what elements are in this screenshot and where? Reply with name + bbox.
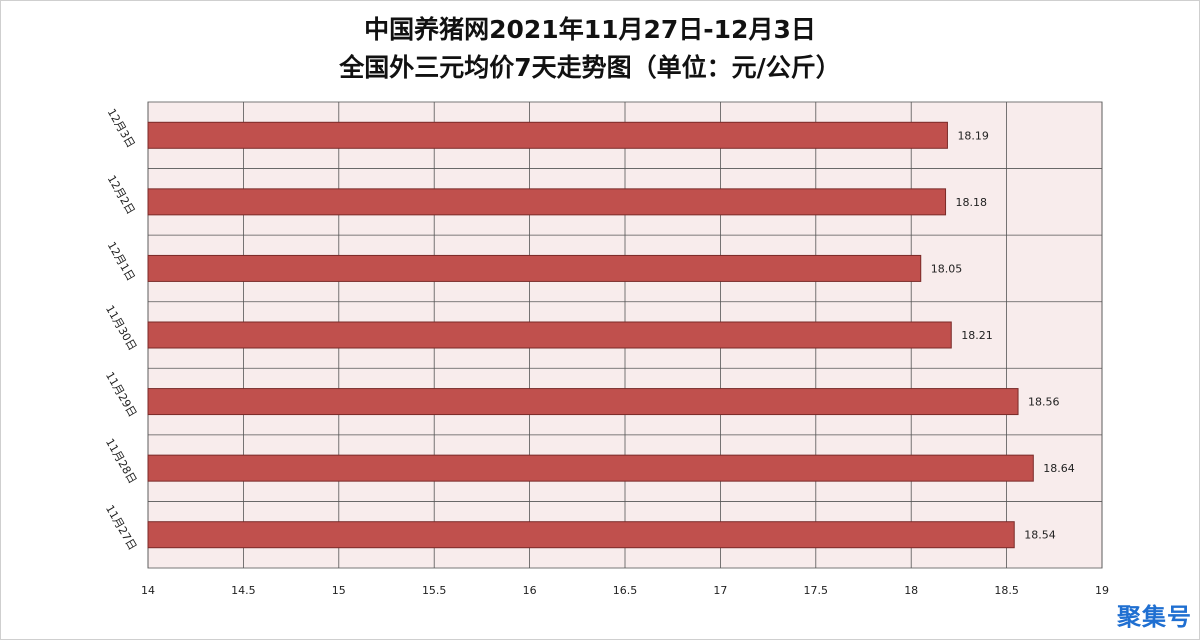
x-tick-label: 16.5 <box>613 584 638 597</box>
x-tick-label: 15.5 <box>422 584 447 597</box>
category-label: 11月28日 <box>103 436 139 486</box>
bar <box>147 454 1034 482</box>
x-tick-label: 14.5 <box>231 584 256 597</box>
bar <box>147 321 952 349</box>
x-tick-label: 17.5 <box>804 584 829 597</box>
bar <box>147 188 947 216</box>
bar-value-label: 18.21 <box>961 329 993 342</box>
bar-value-label: 18.54 <box>1024 529 1056 542</box>
bar-value-label: 18.18 <box>956 196 988 209</box>
bar-value-label: 18.19 <box>957 129 989 142</box>
x-tick-label: 18.5 <box>994 584 1019 597</box>
bar <box>147 254 922 282</box>
category-label: 11月30日 <box>103 303 139 353</box>
bar-value-label: 18.05 <box>931 262 963 275</box>
x-tick-label: 15 <box>332 584 346 597</box>
category-label: 12月1日 <box>105 240 138 284</box>
x-tick-label: 18 <box>904 584 918 597</box>
bar <box>147 521 1015 549</box>
bar <box>147 121 948 149</box>
category-label: 11月27日 <box>103 503 139 553</box>
x-tick-label: 14 <box>141 584 155 597</box>
x-tick-label: 17 <box>713 584 727 597</box>
bar-value-label: 18.64 <box>1043 462 1075 475</box>
chart-subtitle: 全国外三元均价7天走势图（单位：元/公斤） <box>339 53 841 82</box>
chart-title: 中国养猪网2021年11月27日-12月3日 <box>364 15 816 44</box>
category-label: 12月2日 <box>105 173 138 217</box>
x-tick-label: 16 <box>523 584 537 597</box>
bar <box>147 388 1019 416</box>
category-label: 12月3日 <box>105 106 138 150</box>
x-tick-label: 19 <box>1095 584 1109 597</box>
bar-value-label: 18.56 <box>1028 396 1060 409</box>
category-label: 11月29日 <box>103 370 139 420</box>
watermark-logo: 聚集号 <box>1117 603 1192 631</box>
